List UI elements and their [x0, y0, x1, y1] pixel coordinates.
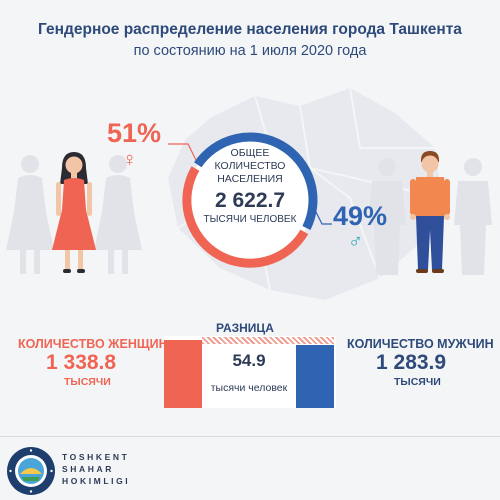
man-silhouette-icon — [368, 158, 406, 275]
women-count-unit: ТЫСЯЧИ — [64, 376, 111, 388]
difference-value: 54.9 — [232, 351, 266, 370]
page-title: Гендерное распределение населения города… — [38, 21, 462, 38]
woman-silhouette-icon — [94, 155, 142, 274]
men-count-label: КОЛИЧЕСТВО МУЖЧИН — [347, 337, 494, 351]
women-percent: 51% — [107, 118, 162, 148]
difference-label: РАЗНИЦА — [216, 321, 274, 335]
women-share-arc — [182, 166, 309, 268]
total-label-line1: ОБЩЕЕ — [230, 147, 270, 159]
population-donut-chart — [182, 132, 318, 268]
total-unit: ТЫСЯЧИ ЧЕЛОВЕК — [203, 214, 297, 225]
difference-hatch — [202, 337, 334, 344]
man-silhouette-icon — [454, 158, 492, 275]
logo-text-line2: SHAHAR — [62, 464, 114, 474]
difference-unit: тысячи человек — [210, 382, 288, 394]
women-count-label: КОЛИЧЕСТВО ЖЕНЩИН — [18, 337, 168, 351]
city-hall-logo — [7, 447, 55, 495]
woman-silhouette-icon — [6, 155, 54, 274]
man-figure-icon — [410, 151, 450, 273]
women-count-value: 1 338.8 — [46, 351, 117, 374]
total-label-line2: КОЛИЧЕСТВО — [214, 160, 286, 172]
men-percent: 49% — [333, 201, 388, 231]
women-bar — [164, 340, 202, 408]
female-symbol-icon: ♀ — [122, 149, 137, 171]
men-count-unit: ТЫСЯЧИ — [394, 376, 441, 388]
page-subtitle: по состоянию на 1 июля 2020 года — [133, 43, 367, 59]
men-count-value: 1 283.9 — [376, 351, 447, 374]
total-label-line3: НАСЕЛЕНИЯ — [217, 173, 283, 185]
connector-lines — [168, 143, 332, 225]
male-symbol-icon: ♂ — [348, 231, 363, 253]
logo-text-line3: HOKIMLIGI — [62, 476, 131, 486]
logo-text-line1: TOSHKENT — [62, 452, 130, 462]
woman-figure-icon — [52, 152, 96, 273]
men-bar — [296, 345, 334, 408]
footer-divider — [0, 436, 500, 437]
men-share-arc — [194, 132, 318, 231]
total-value: 2 622.7 — [214, 189, 286, 212]
